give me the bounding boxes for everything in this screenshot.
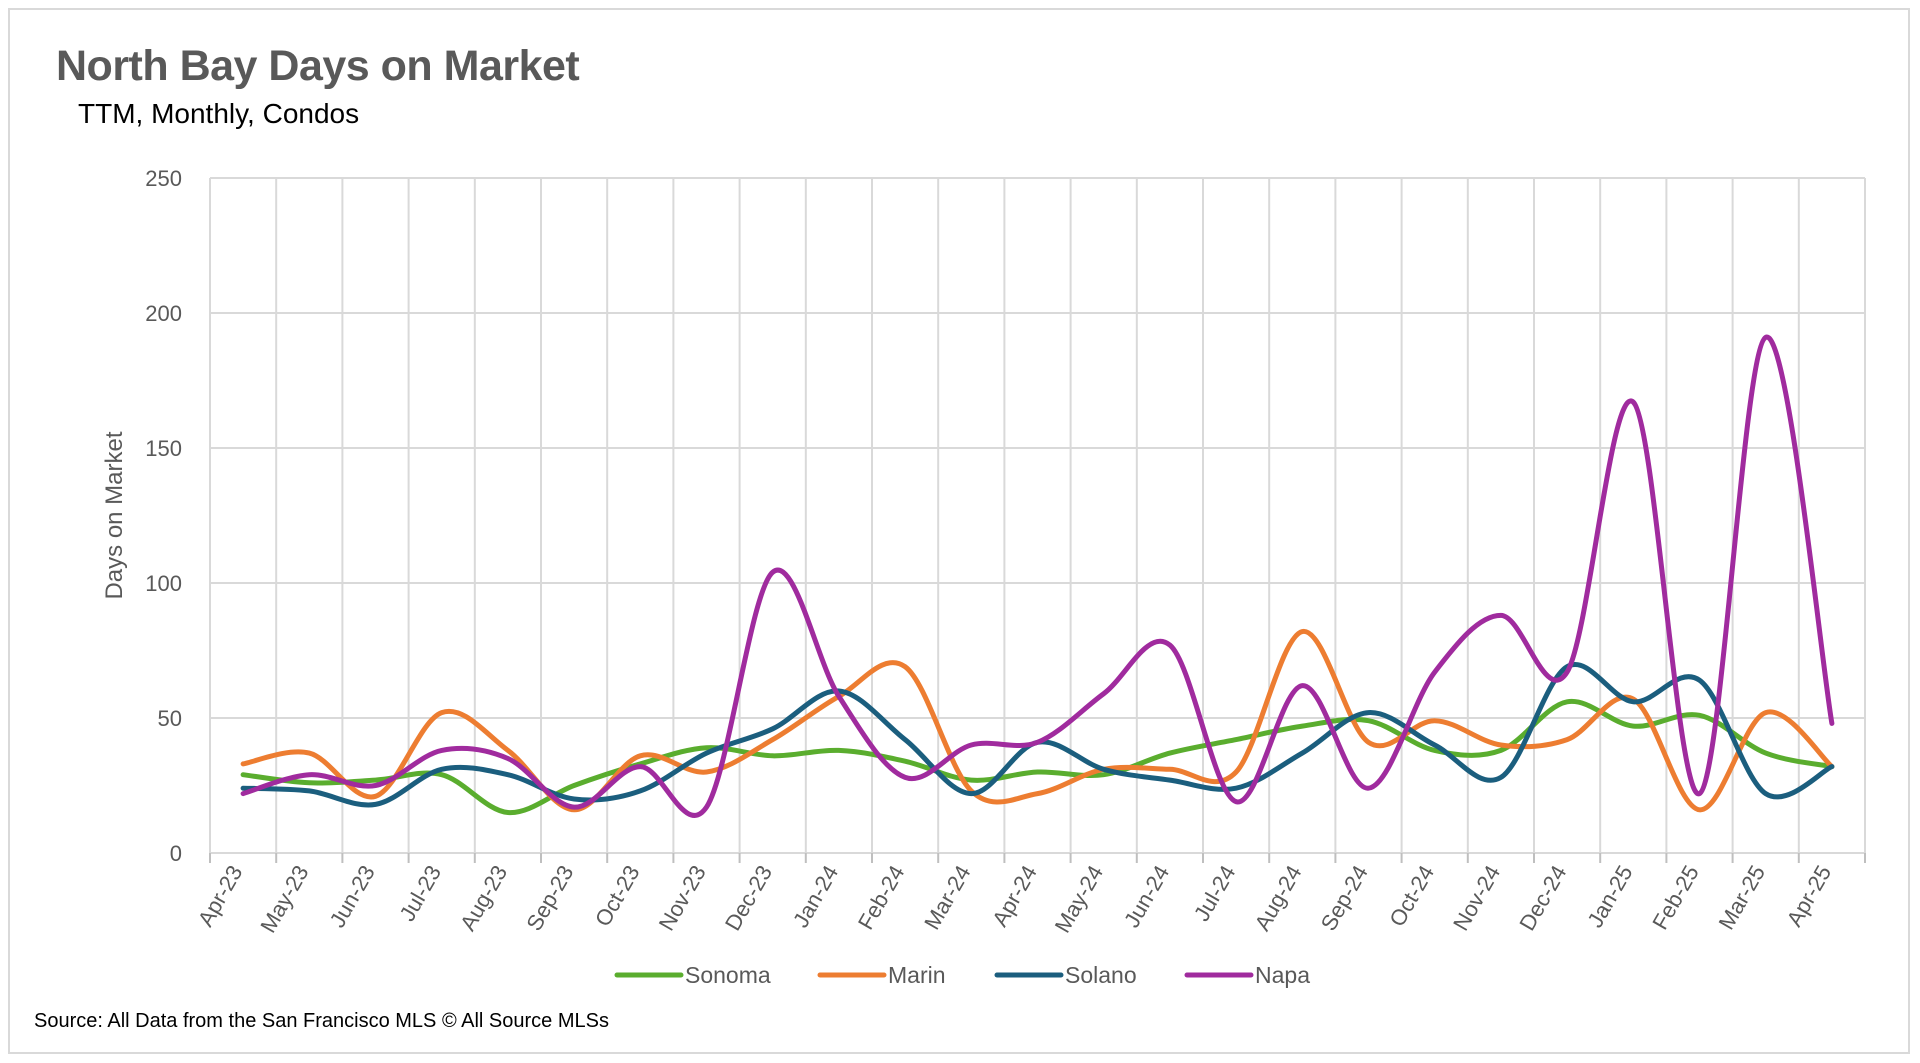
x-tick-label: May-24 bbox=[1050, 861, 1108, 937]
chart-frame bbox=[8, 8, 1910, 1054]
legend: Sonoma Marin Solano Napa bbox=[614, 962, 1310, 988]
x-tick-label: Dec-23 bbox=[720, 861, 777, 935]
x-tick-label: Aug-23 bbox=[455, 861, 512, 935]
x-tick-label: Apr-23 bbox=[193, 861, 248, 931]
series-line-sonoma bbox=[240, 698, 1835, 816]
chart-subtitle: TTM, Monthly, Condos bbox=[78, 98, 360, 129]
y-axis-ticks: 0 50 100 150 200 250 bbox=[145, 166, 182, 866]
x-tick-label: Feb-25 bbox=[1647, 861, 1704, 934]
y-axis-title: Days on Market bbox=[101, 431, 128, 599]
x-tick-label: Apr-25 bbox=[1782, 861, 1837, 931]
source-note: Source: All Data from the San Francisco … bbox=[34, 1010, 609, 1032]
series-line-marin bbox=[240, 629, 1835, 813]
x-axis-ticks: Apr-23 May-23 Jun-23 Jul-23 Aug-23 Sep-23 Oct-… bbox=[193, 861, 1836, 937]
x-tick-label: Jun-24 bbox=[1119, 861, 1174, 932]
y-tick-label: 250 bbox=[145, 166, 182, 191]
y-tick-label: 0 bbox=[170, 841, 182, 866]
x-tick-label: Jul-24 bbox=[1189, 861, 1241, 925]
x-tick-label: Aug-24 bbox=[1250, 861, 1307, 935]
legend-label-marin: Marin bbox=[888, 962, 946, 988]
legend-label-napa: Napa bbox=[1255, 962, 1310, 988]
series-line-napa bbox=[240, 334, 1835, 818]
x-tick-label: Feb-24 bbox=[853, 861, 910, 934]
legend-label-solano: Solano bbox=[1065, 962, 1137, 988]
y-tick-label: 100 bbox=[145, 571, 182, 596]
x-tick-label: Sep-24 bbox=[1316, 861, 1373, 935]
y-tick-label: 150 bbox=[145, 436, 182, 461]
x-tick-label: Mar-25 bbox=[1714, 861, 1770, 934]
x-tick-label: Nov-24 bbox=[1448, 861, 1505, 935]
gridlines bbox=[209, 177, 1866, 863]
x-tick-label: Apr-24 bbox=[987, 861, 1042, 931]
x-tick-label: May-23 bbox=[255, 861, 313, 937]
x-tick-label: Oct-24 bbox=[1384, 861, 1439, 931]
x-tick-label: Mar-24 bbox=[919, 861, 975, 934]
y-tick-label: 200 bbox=[145, 301, 182, 326]
x-tick-label: Oct-23 bbox=[590, 861, 645, 931]
x-tick-label: Jul-23 bbox=[394, 861, 446, 925]
x-tick-label: Sep-23 bbox=[521, 861, 578, 935]
series-lines bbox=[240, 334, 1835, 818]
x-tick-label: Jan-24 bbox=[788, 861, 843, 932]
series-line-solano bbox=[240, 662, 1835, 808]
y-tick-label: 50 bbox=[158, 706, 182, 731]
x-tick-label: Jun-23 bbox=[325, 861, 380, 932]
x-tick-label: Dec-24 bbox=[1514, 861, 1571, 935]
x-tick-label: Nov-23 bbox=[654, 861, 711, 935]
legend-label-sonoma: Sonoma bbox=[685, 962, 771, 988]
x-tick-label: Jan-25 bbox=[1582, 861, 1637, 932]
chart-title: North Bay Days on Market bbox=[56, 42, 580, 90]
